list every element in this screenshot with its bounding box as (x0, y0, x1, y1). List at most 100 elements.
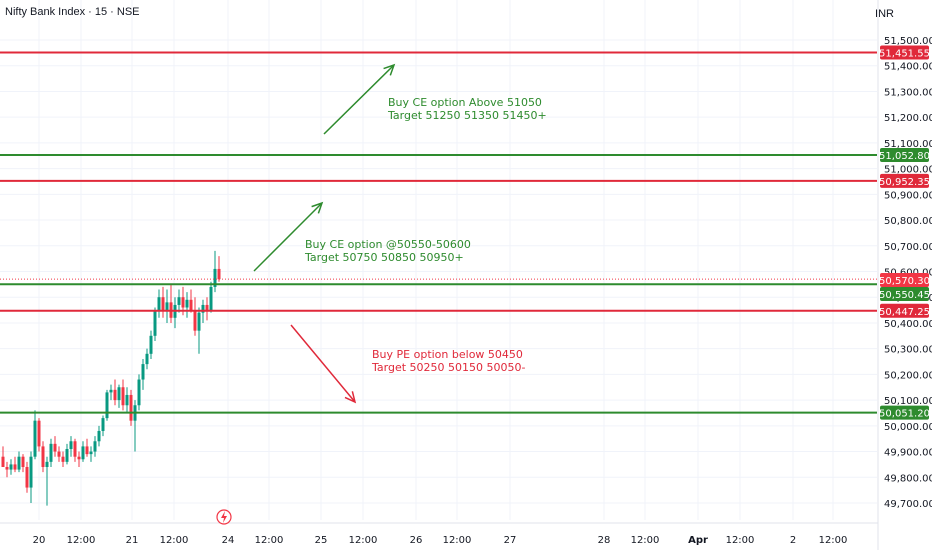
candle (193, 297, 197, 336)
candle (129, 389, 133, 426)
level-badge-label: 50,550.45 (879, 290, 930, 301)
annotation-3-line-2: Target 50250 50150 50050- (371, 361, 525, 374)
y-tick-label: 50,000.00 (884, 422, 932, 433)
candle (141, 358, 145, 390)
event-flash-icon[interactable] (216, 509, 232, 525)
candle-body (117, 387, 121, 401)
y-tick-label: 49,700.00 (884, 499, 932, 510)
candle-body (201, 304, 205, 313)
candle-body (197, 312, 201, 331)
candle-body (101, 418, 105, 431)
candle (65, 443, 69, 465)
candle-body (49, 443, 53, 462)
current-price-badge-bg (880, 273, 929, 287)
x-tick-label: 27 (504, 535, 517, 546)
candle-body (129, 394, 133, 421)
candle-body (161, 297, 165, 311)
candle-body (97, 430, 101, 442)
y-tick-label: 50,100.00 (884, 396, 932, 407)
arrow-up-2-shaft (253, 202, 323, 272)
candle (1, 446, 5, 467)
candle-body (181, 297, 185, 308)
candle (97, 425, 101, 447)
candle (33, 410, 37, 460)
candle-body (217, 268, 221, 280)
candle-body (33, 420, 37, 457)
y-tick-label: 50,400.00 (884, 319, 932, 330)
candle (5, 461, 9, 478)
candle-body (21, 456, 25, 467)
annotation-1-line-1: Buy CE option Above 51050 (388, 96, 542, 109)
candle-body (85, 446, 89, 455)
candle (37, 418, 41, 452)
candle (209, 281, 213, 313)
candle (165, 289, 169, 323)
level-badge-label: 50,051.20 (879, 409, 930, 420)
candle-body (189, 299, 193, 311)
level-badge-bg (880, 173, 929, 188)
candle-body (1, 456, 5, 467)
candle (85, 438, 89, 457)
annotation-2-line-1: Buy CE option @50550-50600 (305, 238, 471, 251)
candle-body (113, 389, 117, 401)
candle-body (37, 420, 41, 447)
candle-body (157, 297, 161, 311)
y-tick-label: 49,800.00 (884, 473, 932, 484)
candle-body (205, 304, 209, 311)
candle-body (29, 456, 33, 488)
level-badge-label: 51,052.80 (879, 151, 930, 162)
arrow-down (290, 324, 357, 404)
x-tick-label: 24 (222, 535, 235, 546)
y-tick-label: 51,500.00 (884, 36, 932, 47)
candle-body (9, 464, 13, 470)
candle-body (73, 441, 77, 457)
candle-body (69, 441, 73, 449)
y-tick-label: 50,900.00 (884, 190, 932, 201)
candle (213, 250, 217, 293)
candle-body (145, 353, 149, 365)
candle-body (149, 335, 153, 354)
y-tick-label: 51,100.00 (884, 139, 932, 150)
y-tick-label: 50,300.00 (884, 345, 932, 356)
candle-body (45, 461, 49, 467)
candle (153, 307, 157, 341)
candle-body (13, 464, 17, 470)
candle-body (93, 441, 97, 452)
candle (89, 446, 93, 462)
y-tick-label: 51,000.00 (884, 165, 932, 176)
candle (57, 446, 61, 462)
x-tick-label: 12:00 (160, 535, 189, 546)
arrow-down-head (344, 391, 357, 404)
candle (149, 330, 153, 359)
x-tick-label: 12:00 (443, 535, 472, 546)
candle-body (121, 387, 125, 406)
candle (25, 461, 29, 493)
candle (185, 292, 189, 318)
arrow-up-1 (323, 63, 396, 135)
candle-body (65, 448, 69, 462)
level-badge-bg (880, 405, 929, 420)
currency-label[interactable]: INR (875, 8, 894, 20)
arrow-up-1-shaft (323, 64, 395, 135)
candle (205, 297, 209, 321)
arrow-up-2 (253, 201, 324, 272)
candle (109, 384, 113, 401)
y-tick-label: 51,200.00 (884, 113, 932, 124)
candle-body (77, 456, 81, 460)
level-badge-bg (880, 303, 929, 318)
candle (105, 389, 109, 421)
candle-body (53, 443, 57, 452)
arrow-up-1-head (383, 63, 396, 76)
candle-body (141, 364, 145, 380)
candle (189, 289, 193, 313)
candle-body (105, 392, 109, 419)
candle (49, 438, 53, 467)
candle (9, 459, 13, 475)
y-tick-label: 49,900.00 (884, 448, 932, 459)
y-tick-label: 50,200.00 (884, 370, 932, 381)
arrow-up-2-head (311, 201, 324, 214)
level-badge: 50,550.45 (879, 287, 930, 301)
candle (157, 289, 161, 318)
